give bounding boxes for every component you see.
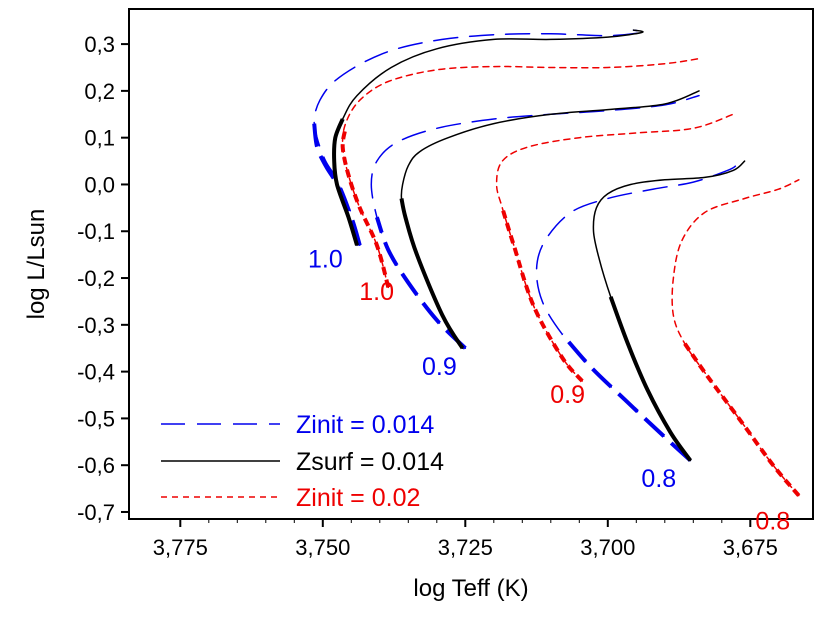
track-zinit-002-09: [495, 113, 734, 382]
y-axis: 0,3 0,2 0,1 0,0 -0,1 -0,2 -0,3 -0,4 -0,5 -0,6 -0,7: [77, 32, 129, 525]
mass-label: 0.9: [422, 353, 457, 381]
mass-label: 0.8: [755, 507, 790, 535]
track-zsurf-0014-10: [333, 29, 644, 247]
mass-label: 0.9: [550, 381, 585, 409]
track-zsurf-0014-09-thick-segment: [399, 198, 465, 350]
y-tick-label: -0,7: [77, 500, 115, 525]
track-zinit-002-09-thick-segment: [500, 207, 584, 383]
track-zinit-0014-08: [535, 164, 737, 462]
x-tick-label: 3,725: [438, 535, 493, 560]
x-tick-label: 3,675: [723, 535, 778, 560]
mass-labels: 1.0 1.0 0.9 0.9 0.8 0.8: [308, 245, 790, 535]
track-zsurf-0014-10-thick-segment: [332, 118, 359, 246]
track-zinit-002-08-thick-segment: [683, 342, 801, 497]
legend: Zinit = 0.014 Zsurf = 0.014 Zinit = 0.02: [161, 411, 444, 512]
x-tick-label: 3,750: [295, 535, 350, 560]
track-zsurf-0014-08-thick-segment: [608, 296, 693, 462]
y-tick-label: -0,4: [77, 360, 115, 385]
y-tick-label: 0,0: [84, 172, 115, 197]
y-tick-label: 0,1: [84, 126, 115, 151]
legend-label-zinit-0014: Zinit = 0.014: [296, 411, 434, 439]
track-zinit-0014-08-thick-segment: [560, 332, 692, 462]
series-layer: [312, 29, 801, 497]
legend-label-zinit-002: Zinit = 0.02: [296, 484, 420, 512]
y-tick-label: -0,6: [77, 453, 115, 478]
track-zinit-002-10: [341, 57, 703, 289]
y-tick-label: 0,2: [84, 79, 115, 104]
x-tick-label: 3,775: [153, 535, 208, 560]
x-axis-title: log Teff (K): [413, 575, 528, 602]
mass-label: 1.0: [308, 245, 343, 273]
y-tick-label: -0,1: [77, 219, 115, 244]
mass-label: 1.0: [359, 278, 394, 306]
track-zinit-0014-09-thick-segment: [375, 216, 467, 350]
plot-frame: [128, 8, 814, 520]
track-zinit-002-10-thick-segment: [340, 127, 391, 288]
y-tick-label: -0,2: [77, 266, 115, 291]
y-axis-title: log L/Lsun: [23, 209, 50, 320]
x-axis: 3,775 3,750 3,725 3,700 3,675: [153, 519, 778, 560]
y-tick-label: 0,3: [84, 32, 115, 57]
x-tick-label: 3,700: [580, 535, 635, 560]
y-tick-label: -0,5: [77, 406, 115, 431]
track-zsurf-0014-09: [400, 90, 700, 349]
legend-label-zsurf-0014: Zsurf = 0.014: [296, 448, 444, 476]
track-zinit-002-08: [671, 179, 800, 497]
y-tick-label: -0,3: [77, 313, 115, 338]
track-zinit-0014-10: [313, 29, 644, 247]
mass-label: 0.8: [641, 465, 676, 493]
track-zinit-0014-10-thick-segment: [312, 123, 362, 246]
